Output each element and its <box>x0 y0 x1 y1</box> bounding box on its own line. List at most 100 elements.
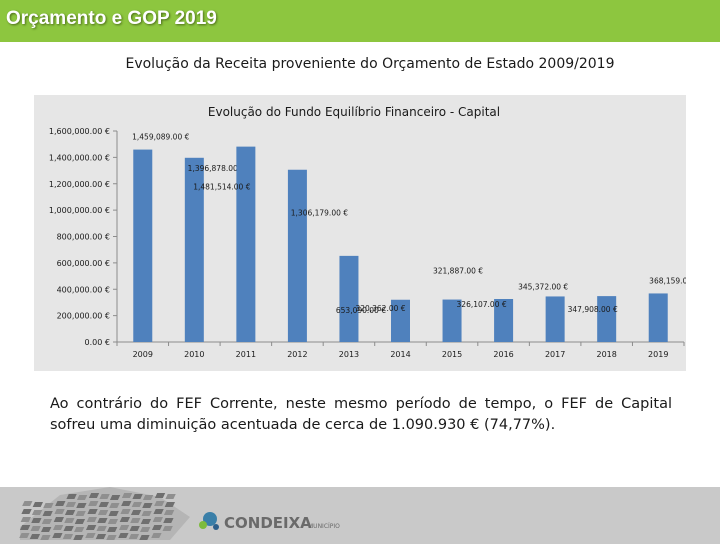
mosaic-tile <box>19 533 30 538</box>
mosaic-tile <box>165 494 176 499</box>
page-title: Orçamento e GOP 2019 <box>6 8 217 29</box>
mosaic-tile <box>163 518 174 523</box>
mosaic-tile <box>95 534 107 539</box>
mosaic-tile <box>32 502 44 507</box>
data-label-2016: 326,107.00 € <box>457 300 507 309</box>
mosaic-tile <box>64 510 76 515</box>
mosaic-tile <box>108 511 119 516</box>
mosaic-tile <box>87 509 98 514</box>
x-tick-label-2016: 2016 <box>493 350 513 359</box>
bar-2013 <box>339 255 359 342</box>
mosaic-tile <box>86 517 98 522</box>
mosaic-tile <box>164 502 176 507</box>
header-bar: Orçamento e GOP 2019 <box>0 0 720 42</box>
x-tick-label-2015: 2015 <box>442 350 462 359</box>
chart-area: Evolução do Fundo Equilíbrio Financeiro … <box>34 95 700 371</box>
bar-2010 <box>184 157 204 342</box>
mosaic-tile <box>118 525 130 530</box>
mosaic-tile <box>30 526 41 531</box>
data-label-2011: 1,481,514.00 € <box>193 183 250 192</box>
y-tick-label: 200,000.00 € <box>57 312 110 321</box>
data-label-2015: 321,887.00 € <box>433 267 483 276</box>
mosaic-tile <box>121 493 133 498</box>
y-tick-label: 1,200,000.00 € <box>49 180 110 189</box>
data-label-2013: 653,090.00 € <box>336 306 386 315</box>
data-label-2018: 347,908.00 € <box>568 305 618 314</box>
mosaic-tile <box>120 509 131 514</box>
x-tick-label-2009: 2009 <box>133 350 153 359</box>
mosaic-tile <box>140 527 151 532</box>
bar-2015 <box>442 299 462 342</box>
mosaic-tile <box>107 519 119 524</box>
mosaic-tile <box>151 533 162 538</box>
bar-2011 <box>236 146 256 342</box>
mosaic-tile <box>96 526 107 531</box>
bar-2009 <box>133 149 153 342</box>
data-label-2012: 1,306,179.00 € <box>291 209 348 218</box>
mosaic-tile <box>52 525 64 530</box>
mosaic-tile <box>88 493 100 498</box>
mosaic-tile <box>73 535 84 540</box>
mosaic-tile <box>129 526 140 531</box>
y-tick-label: 400,000.00 € <box>57 285 110 294</box>
mosaic-tile <box>41 527 52 532</box>
data-label-2019: 368,159.00 € <box>649 276 686 285</box>
mosaic-tile <box>63 526 74 531</box>
mosaic-tile <box>21 509 32 514</box>
x-tick-label-2012: 2012 <box>287 350 307 359</box>
mosaic-tile <box>162 526 173 531</box>
bar-chart: Evolução do Fundo Equilíbrio Financeiro … <box>49 105 700 359</box>
mosaic-tile <box>106 535 117 540</box>
mosaic-tile <box>128 534 140 539</box>
mosaic-tile <box>109 495 121 500</box>
x-tick-label-2013: 2013 <box>339 350 359 359</box>
chart-title: Evolução do Fundo Equilíbrio Financeiro … <box>208 105 500 119</box>
mosaic-tile <box>52 533 63 538</box>
mosaic-tile <box>54 509 65 514</box>
data-label-2010: 1,396,878.00 € <box>188 164 245 173</box>
data-label-2014: 320,362.00 € <box>355 304 405 313</box>
bar-2016 <box>494 298 514 342</box>
footer: CONDEIXA MUNICÍPIO <box>0 487 720 540</box>
x-tick-label-2018: 2018 <box>597 350 617 359</box>
mosaic-tile <box>97 510 109 515</box>
mosaic-tile <box>141 511 152 516</box>
mosaic-tile <box>42 511 53 516</box>
footer-graphic: CONDEIXA MUNICÍPIO <box>19 487 340 540</box>
mosaic-tile <box>19 525 31 530</box>
mosaic-tile <box>130 518 141 523</box>
mosaic-tile <box>40 535 51 540</box>
y-tick-label: 1,600,000.00 € <box>49 127 110 136</box>
x-tick-label-2010: 2010 <box>184 350 204 359</box>
mosaic-tile <box>139 535 150 540</box>
mosaic-tile <box>154 501 165 506</box>
mosaic-tile <box>99 494 110 499</box>
description-text: Ao contrário do FEF Corrente, neste mesm… <box>50 396 672 433</box>
mosaic-tile <box>163 510 175 515</box>
y-tick-label: 600,000.00 € <box>57 259 110 268</box>
mosaic-tile <box>107 527 118 532</box>
data-label-2017: 345,372.00 € <box>518 282 568 291</box>
mosaic-pattern-icon <box>19 487 190 540</box>
mosaic-tile <box>85 525 97 530</box>
bar-2019 <box>648 293 668 342</box>
bar-2018 <box>597 296 617 342</box>
mosaic-tile <box>142 503 153 508</box>
mosaic-tile <box>53 517 65 522</box>
mosaic-tile <box>55 501 66 506</box>
mosaic-tile <box>97 518 108 523</box>
mosaic-tile <box>29 534 41 539</box>
x-tick-label-2011: 2011 <box>236 350 256 359</box>
mosaic-tile <box>64 518 75 523</box>
bar-2014 <box>391 299 410 342</box>
bar-2017 <box>545 296 565 342</box>
mosaic-tile <box>152 517 164 522</box>
mosaic-tile <box>88 501 99 506</box>
mosaic-tile <box>85 533 96 538</box>
mosaic-tile <box>140 519 152 524</box>
mosaic-tile <box>41 519 53 524</box>
mosaic-tile <box>109 503 120 508</box>
mosaic-tile <box>118 533 129 538</box>
slide-subtitle: Evolução da Receita proveniente do Orçam… <box>125 56 615 72</box>
mosaic-tile <box>154 493 166 498</box>
